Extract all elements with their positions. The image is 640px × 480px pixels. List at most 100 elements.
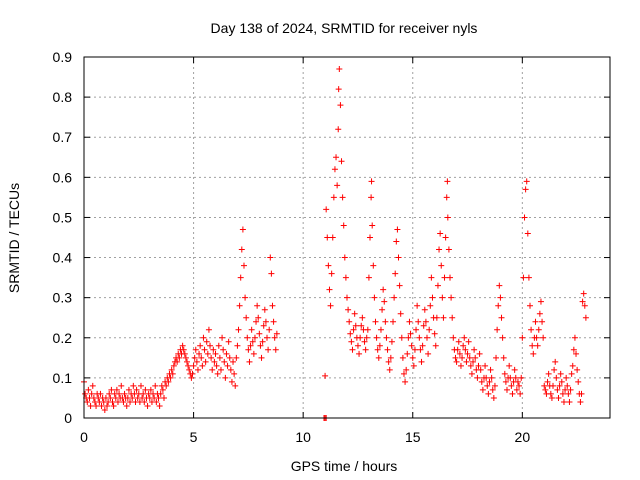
data-point xyxy=(407,330,414,337)
data-point xyxy=(215,342,222,349)
data-point xyxy=(144,402,151,409)
y-tick-label: 0.9 xyxy=(53,49,73,65)
data-point xyxy=(104,402,111,409)
data-point xyxy=(459,354,466,361)
data-point xyxy=(491,382,498,389)
data-point xyxy=(559,390,566,397)
data-point xyxy=(483,374,490,381)
data-point xyxy=(517,390,524,397)
data-point xyxy=(369,222,376,229)
data-point xyxy=(118,382,125,389)
data-point xyxy=(512,374,519,381)
data-point xyxy=(232,382,239,389)
data-point xyxy=(109,398,116,405)
data-point xyxy=(457,362,464,369)
data-point xyxy=(569,362,576,369)
data-point xyxy=(250,350,257,357)
data-point xyxy=(157,390,164,397)
data-point xyxy=(125,386,132,393)
data-point xyxy=(420,322,427,329)
x-tick-label: 15 xyxy=(405,429,421,445)
data-point xyxy=(201,346,208,353)
data-point xyxy=(265,346,272,353)
data-point xyxy=(159,386,166,393)
data-point xyxy=(551,366,558,373)
data-point xyxy=(191,354,198,361)
data-point xyxy=(376,342,383,349)
data-point xyxy=(447,274,454,281)
data-point xyxy=(571,334,578,341)
data-point xyxy=(152,382,159,389)
data-point xyxy=(328,270,335,277)
data-point xyxy=(508,382,515,389)
data-point xyxy=(237,274,244,281)
data-point xyxy=(324,234,331,241)
x-tick-label: 0 xyxy=(80,429,88,445)
data-point xyxy=(391,294,398,301)
data-point xyxy=(179,342,186,349)
data-point xyxy=(182,354,189,361)
data-point xyxy=(431,330,438,337)
data-point xyxy=(566,398,573,405)
data-point xyxy=(575,378,582,385)
data-point xyxy=(578,390,585,397)
data-point xyxy=(204,350,211,357)
data-point xyxy=(349,346,356,353)
data-point xyxy=(156,402,163,409)
data-point xyxy=(387,354,394,361)
data-point xyxy=(338,158,345,165)
data-point xyxy=(547,390,554,397)
data-point xyxy=(242,294,249,301)
data-point xyxy=(216,354,223,361)
data-point xyxy=(403,366,410,373)
data-point xyxy=(438,262,445,269)
data-point xyxy=(217,366,224,373)
data-point xyxy=(82,390,89,397)
data-point xyxy=(116,390,123,397)
data-point xyxy=(393,238,400,245)
data-point xyxy=(359,314,366,321)
data-point xyxy=(377,326,384,333)
data-point xyxy=(367,234,374,241)
data-point xyxy=(335,126,342,133)
data-point xyxy=(225,338,232,345)
data-point xyxy=(442,234,449,241)
data-point xyxy=(390,318,397,325)
data-point xyxy=(450,334,457,341)
data-point xyxy=(581,302,588,309)
data-point xyxy=(557,370,564,377)
y-tick-label: 0.4 xyxy=(53,250,73,266)
data-point xyxy=(352,322,359,329)
data-point xyxy=(234,342,241,349)
data-point xyxy=(254,302,261,309)
data-point xyxy=(220,346,227,353)
data-point xyxy=(372,318,379,325)
data-point xyxy=(330,194,337,201)
data-point xyxy=(339,194,346,201)
data-point xyxy=(415,318,422,325)
data-point xyxy=(273,330,280,337)
plot-area-border xyxy=(83,56,611,419)
data-point xyxy=(163,382,170,389)
data-point xyxy=(84,398,91,405)
data-point xyxy=(545,370,552,377)
data-point xyxy=(414,302,421,309)
data-point xyxy=(142,386,149,393)
data-point xyxy=(535,326,542,333)
data-point xyxy=(530,350,537,357)
data-point xyxy=(466,354,473,361)
data-point xyxy=(200,334,207,341)
data-point xyxy=(245,346,252,353)
data-point xyxy=(506,362,513,369)
data-point xyxy=(85,386,92,393)
data-point xyxy=(461,334,468,341)
y-tick-label: 0.3 xyxy=(53,290,73,306)
data-point xyxy=(233,354,240,361)
data-point xyxy=(423,334,430,341)
data-point xyxy=(261,306,268,313)
data-point xyxy=(189,370,196,377)
data-point xyxy=(203,338,210,345)
data-point xyxy=(192,346,199,353)
data-point xyxy=(147,386,154,393)
data-point xyxy=(468,370,475,377)
